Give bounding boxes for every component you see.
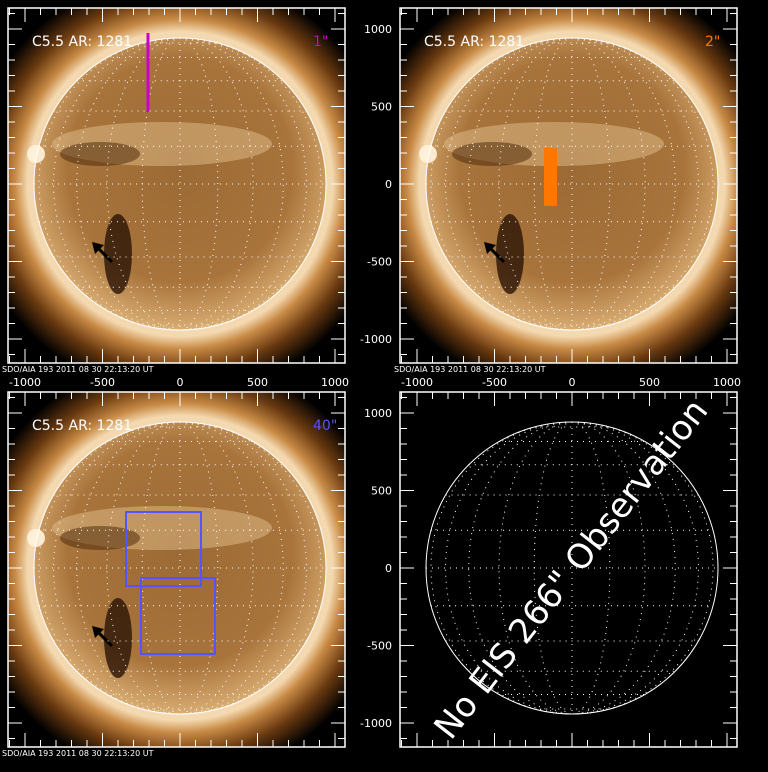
plot-frame	[7, 7, 346, 364]
flare-label: C5.5 AR: 1281	[32, 418, 132, 434]
coronal-hole	[104, 214, 132, 294]
panel-bl: C5.5 AR: 1281 40" SDO/AIA 193 2011 08 30 2…	[2, 391, 346, 758]
eis-slit-2arcsec	[544, 148, 557, 206]
x-tick-label: -500	[90, 376, 115, 389]
solar-disk	[426, 38, 718, 330]
panel-content	[400, 8, 737, 363]
slit-width-label: 40"	[313, 418, 337, 434]
arrow-icon	[92, 626, 104, 638]
y-tick-label: -500	[367, 640, 392, 653]
limb-brightening	[27, 529, 45, 547]
x-tick-label: -1000	[401, 376, 433, 389]
panel-content	[8, 8, 345, 363]
longitude-line	[571, 421, 611, 715]
longitude-line	[141, 421, 181, 715]
y-tick-label: 0	[385, 178, 392, 191]
solar-disk	[34, 38, 326, 330]
image-caption: SDO/AIA 193 2011 08 30 22:13:20 UT	[394, 365, 546, 374]
y-tick-label: 500	[371, 485, 392, 498]
x-tick-label: 1000	[321, 376, 349, 389]
longitude-line	[533, 421, 573, 715]
longitude-line	[179, 37, 219, 331]
limb-brightening	[419, 145, 437, 163]
heliographic-grid	[426, 37, 718, 331]
longitude-line	[533, 37, 573, 331]
y-tick-label: 1000	[364, 407, 392, 420]
y-tick-label: 500	[371, 101, 392, 114]
y-tick-label: -1000	[360, 717, 392, 730]
plot-frame	[399, 7, 738, 364]
eis-raster-box-1	[125, 511, 202, 587]
heliographic-grid	[426, 421, 718, 715]
x-tick-label: -500	[482, 376, 507, 389]
arrow-icon	[484, 242, 496, 254]
solar-limb	[33, 421, 327, 715]
y-tick-label: -1000	[360, 333, 392, 346]
x-tick-label: 1000	[713, 376, 741, 389]
x-tick-label: 500	[639, 376, 660, 389]
flare-label: C5.5 AR: 1281	[424, 34, 524, 50]
panel-tr: -1000 -500 0 500 1000 1000 500 0 -500 -1000 C5.5 A…	[360, 7, 741, 389]
coronal-hole	[496, 214, 524, 294]
eis-raster-box-2	[140, 577, 216, 655]
solar-limb	[425, 37, 719, 331]
plot-frame	[7, 391, 346, 748]
y-tick-label: 1000	[364, 23, 392, 36]
y-tick-label: -500	[367, 256, 392, 269]
no-observation-message: No EIS 266" Observation	[426, 392, 716, 747]
dark-filament	[452, 142, 532, 166]
longitude-line	[141, 37, 181, 331]
x-tick-label: -1000	[9, 376, 41, 389]
heliographic-grid	[34, 37, 326, 331]
panel-content	[8, 392, 345, 747]
slit-width-label: 2"	[705, 34, 720, 50]
plot-frame	[399, 391, 738, 748]
flare-label: C5.5 AR: 1281	[32, 34, 132, 50]
panel-tl: -1000 -500 0 500 1000 C5.5 AR: 1281 1" SDO/AIA …	[2, 7, 349, 389]
heliographic-grid	[34, 421, 326, 715]
x-tick-label: 500	[247, 376, 268, 389]
arrow-icon	[92, 242, 104, 254]
solar-disk	[34, 422, 326, 714]
dark-filament	[60, 142, 140, 166]
longitude-line	[179, 421, 219, 715]
slit-width-label: 1"	[313, 34, 328, 50]
longitude-line	[571, 37, 611, 331]
y-tick-label: 0	[385, 562, 392, 575]
image-caption: SDO/AIA 193 2011 08 30 22:13:20 UT	[2, 365, 154, 374]
coronal-hole	[104, 598, 132, 678]
x-tick-label: 0	[177, 376, 184, 389]
image-caption: SDO/AIA 193 2011 08 30 22:13:20 UT	[2, 749, 154, 758]
x-tick-label: 0	[569, 376, 576, 389]
limb-brightening	[27, 145, 45, 163]
solar-limb	[33, 37, 327, 331]
panel-br: 1000 500 0 -500 -1000 No EIS 266" Observation	[360, 391, 738, 748]
solar-limb	[425, 421, 719, 715]
dark-filament	[60, 526, 140, 550]
panel-content	[425, 421, 719, 715]
